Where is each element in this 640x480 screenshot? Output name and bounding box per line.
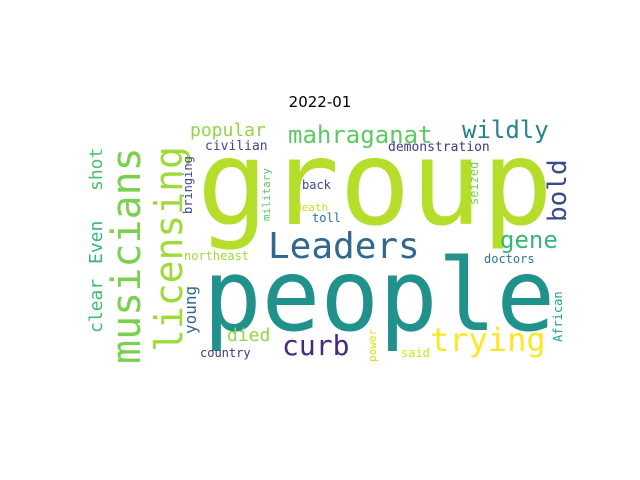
word-0: group: [197, 114, 553, 252]
word-10: gene: [500, 226, 558, 254]
word-6: trying: [430, 321, 546, 359]
word-11: popular: [190, 120, 266, 141]
word-20: military: [260, 168, 273, 221]
word-26: doctors: [484, 252, 535, 266]
word-29: power: [366, 329, 379, 362]
word-5: mahraganat: [288, 121, 433, 149]
word-9: bold: [543, 159, 573, 222]
word-12: clear: [86, 279, 107, 333]
word-16: young: [181, 286, 200, 334]
figure-title: 2022-01: [288, 93, 352, 111]
word-14: shot: [86, 148, 107, 191]
word-21: back: [302, 178, 332, 192]
word-27: African: [551, 291, 565, 342]
word-22: death: [295, 201, 328, 214]
word-18: demonstration: [388, 140, 490, 155]
word-30: said: [401, 346, 430, 360]
word-4: Leaders: [268, 226, 420, 267]
word-7: curb: [282, 329, 349, 362]
word-15: died: [227, 325, 270, 346]
word-1: people: [203, 237, 555, 354]
word-24: seized: [467, 162, 481, 205]
word-25: northeast: [184, 249, 249, 263]
word-23: toll: [312, 211, 341, 225]
word-28: country: [200, 346, 251, 360]
word-13: Even: [86, 221, 107, 264]
word-17: civilian: [205, 139, 268, 154]
word-19: bringing: [181, 156, 195, 214]
word-2: musicians: [104, 147, 150, 364]
word-8: wildly: [462, 116, 549, 144]
word-3: licensing: [147, 146, 191, 352]
